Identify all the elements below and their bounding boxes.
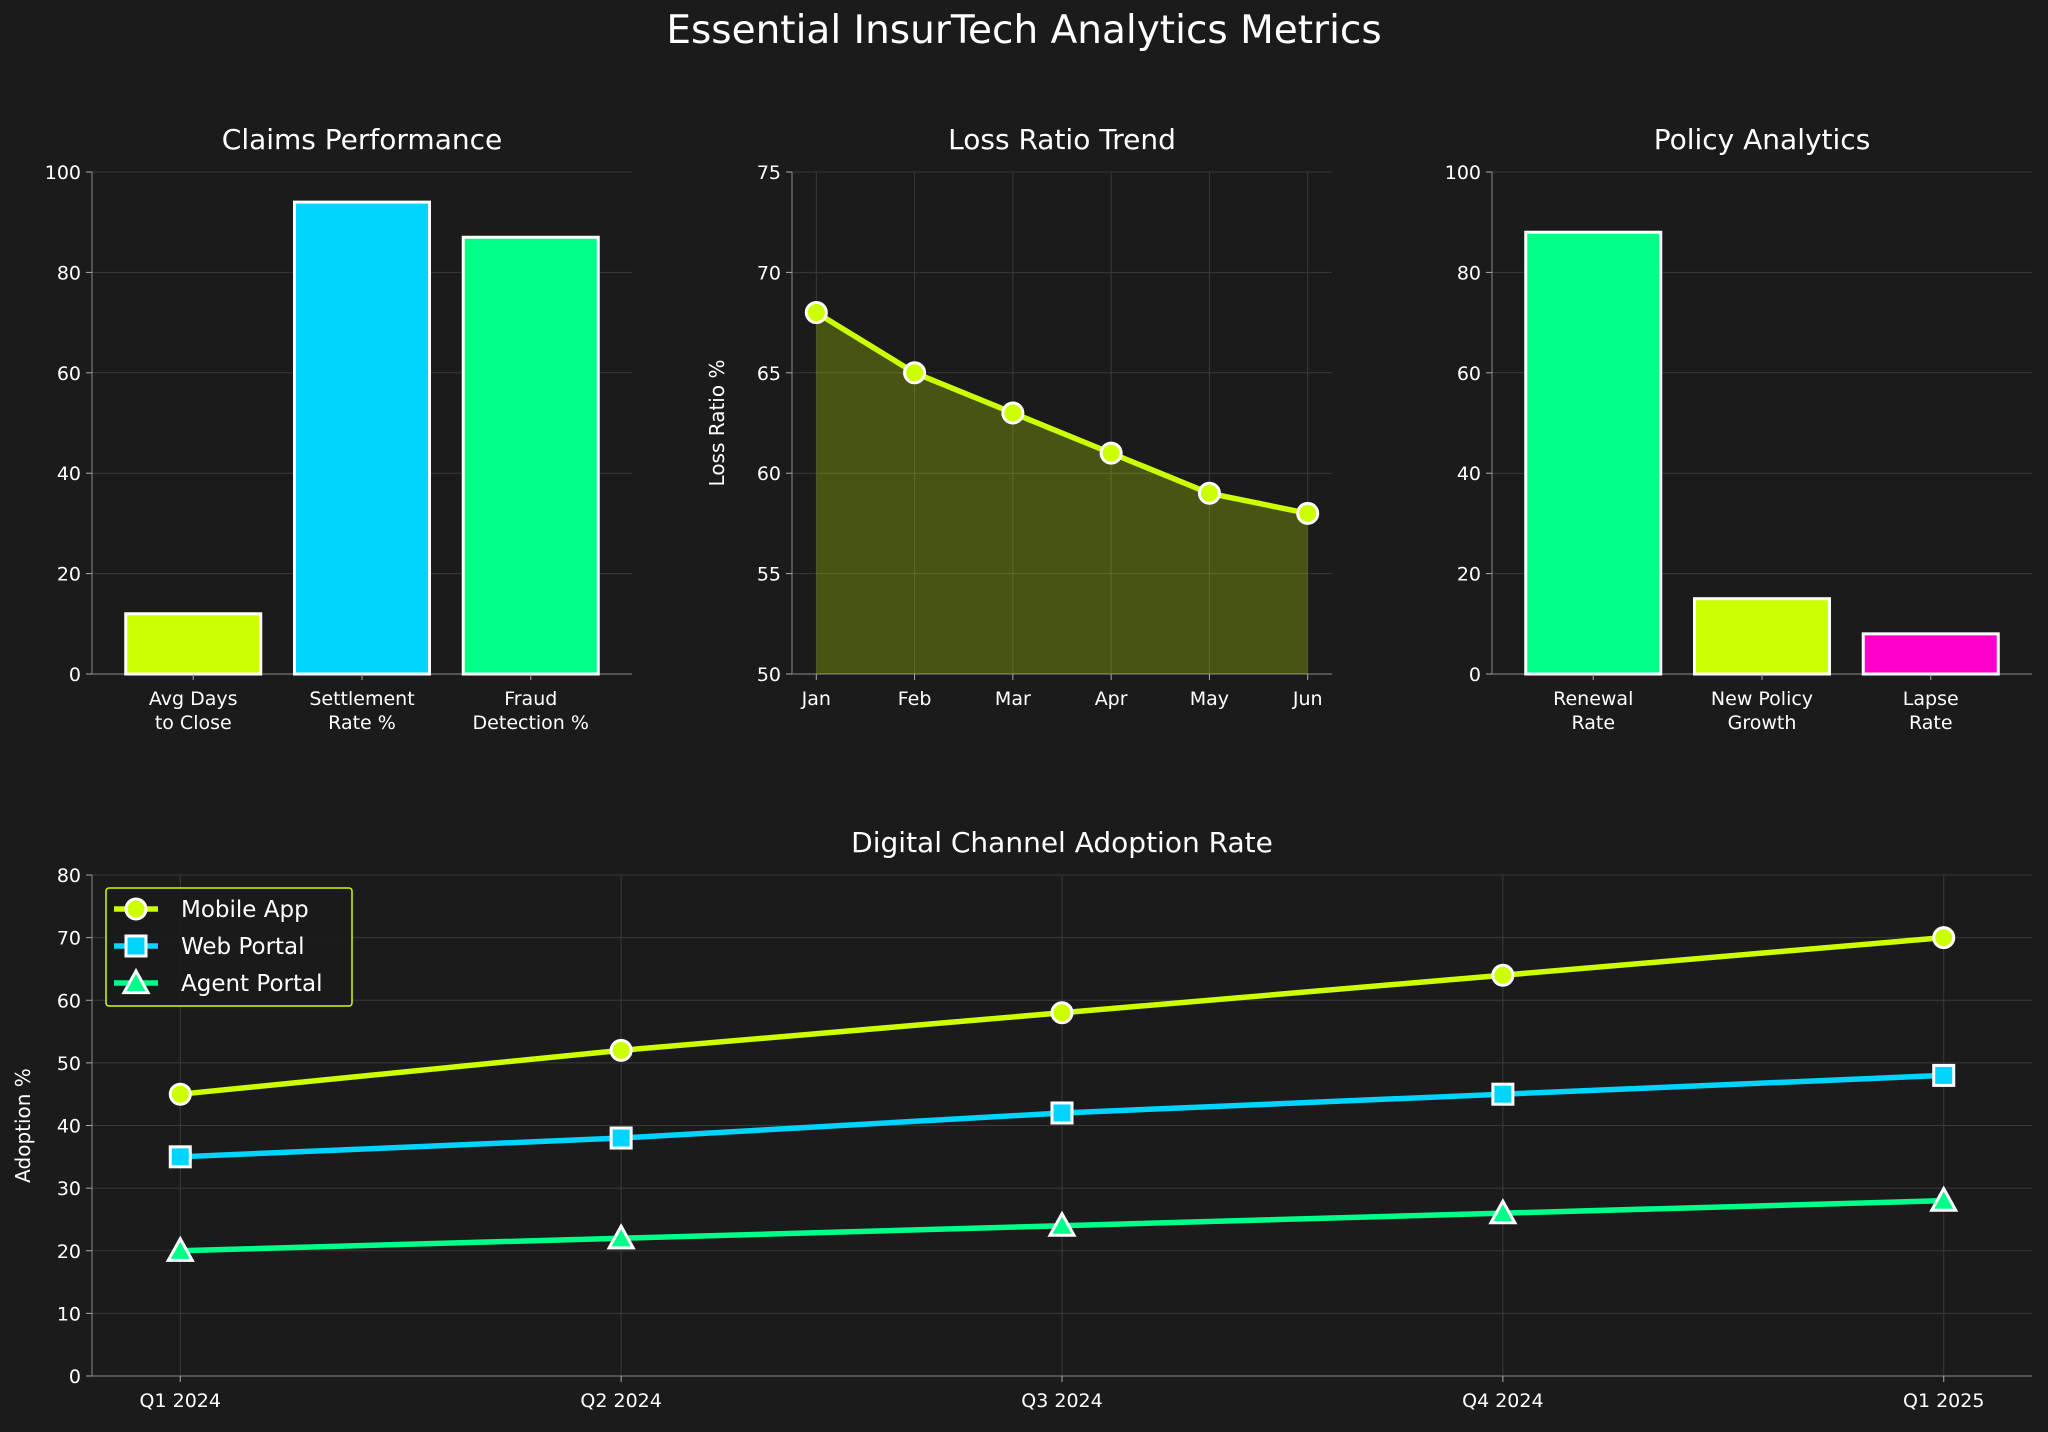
point-web-portal-q4-2024 (1491, 1082, 1515, 1106)
y-tick-label: 0 (1469, 664, 1481, 686)
y-tick-label: 70 (757, 262, 781, 284)
y-tick-label: 80 (57, 865, 81, 887)
legend-item-agent-portal: Agent Portal (114, 967, 322, 997)
point-web-portal-q1-2024 (168, 1145, 192, 1169)
x-tick-label: Q3 2024 (1021, 1390, 1102, 1412)
y-tick-label: 0 (69, 664, 81, 686)
y-axis-title: Loss Ratio % (705, 360, 729, 487)
legend-label: Mobile App (181, 897, 309, 923)
y-axis-title: Adoption % (11, 1068, 35, 1183)
x-tick-label: Avg Days to Close (149, 688, 238, 734)
y-tick-label: 40 (1457, 463, 1481, 485)
claims-performance-chart: 0 20 40 60 80 100 Claims Performance Avg Days to… (45, 123, 632, 734)
chart-title: Loss Ratio Trend (948, 123, 1176, 156)
legend-marker (121, 967, 151, 995)
y-tick-label: 80 (1457, 262, 1481, 284)
data-point-jun (1296, 501, 1320, 525)
y-tick-label: 55 (757, 564, 781, 586)
y-tick-label: 20 (1457, 564, 1481, 586)
loss-ratio-line (814, 310, 1309, 517)
y-tick-label: 30 (57, 1178, 81, 1200)
x-tick-label: Jan (801, 688, 831, 710)
x-tick-label: Lapse Rate (1903, 688, 1959, 734)
legend-marker (124, 934, 148, 958)
y-tick-label: 75 (757, 162, 781, 184)
point-mobile-app-q1-2025 (1932, 926, 1956, 950)
y-tick-label: 10 (57, 1303, 81, 1325)
x-tick-label: Mar (995, 688, 1031, 710)
y-tick-label: 0 (69, 1366, 81, 1388)
point-web-portal-q2-2024 (609, 1126, 633, 1150)
series-mobile-app (168, 926, 1956, 1106)
y-tick-label: 80 (57, 262, 81, 284)
y-tick-label: 20 (57, 564, 81, 586)
x-tick-label: Feb (898, 688, 932, 710)
bar-renewal-rate (1524, 230, 1663, 676)
y-tick-label: 65 (757, 363, 781, 385)
x-tick-label: Apr (1095, 688, 1128, 710)
legend-item-web-portal: Web Portal (114, 934, 305, 960)
data-point-mar (1001, 401, 1025, 425)
y-tick-label: 60 (57, 363, 81, 385)
digital-channel-adoption-chart: 0 10 20 30 40 50 60 70 80 Digital Channel Adoptio… (11, 826, 2032, 1412)
series-agent-portal (165, 1185, 1959, 1262)
point-mobile-app-q1-2024 (168, 1082, 192, 1106)
x-tick-label: Q1 2024 (140, 1390, 221, 1412)
point-web-portal-q3-2024 (1050, 1101, 1074, 1125)
policy-analytics-chart: 0 20 40 60 80 100 Policy Analytics Renewal Rate N… (1445, 123, 2032, 734)
legend-marker (124, 897, 148, 921)
x-tick-label: New Policy Growth (1711, 688, 1813, 734)
point-agent-portal-q4-2024 (1488, 1198, 1518, 1225)
point-agent-portal-q3-2024 (1047, 1210, 1077, 1237)
y-tick-label: 60 (57, 990, 81, 1012)
data-point-feb (903, 361, 927, 385)
area-fill (816, 312, 1308, 674)
point-agent-portal-q2-2024 (606, 1223, 636, 1250)
x-tick-label: Q1 2025 (1903, 1390, 1984, 1412)
point-agent-portal-q1-2024 (165, 1235, 195, 1262)
y-tick-label: 40 (57, 463, 81, 485)
y-tick-label: 40 (57, 1116, 81, 1138)
y-tick-label: 100 (45, 162, 81, 184)
legend-label: Web Portal (181, 934, 305, 960)
x-tick-label: Renewal Rate (1553, 688, 1633, 734)
y-tick-label: 70 (57, 928, 81, 950)
y-tick-label: 50 (757, 664, 781, 686)
bar-avg-days-to-close (124, 612, 263, 676)
data-point-apr (1099, 441, 1123, 465)
series-web-portal (168, 1063, 1956, 1169)
loss-ratio-trend-chart: 50 55 60 65 70 75 Loss Ratio Trend Loss Ratio %… (705, 123, 1332, 710)
legend-item-mobile-app: Mobile App (114, 897, 309, 923)
data-point-may (1197, 481, 1221, 505)
x-tick-label: May (1190, 688, 1229, 710)
point-mobile-app-q2-2024 (609, 1038, 633, 1062)
chart-title: Claims Performance (222, 123, 502, 156)
legend-label: Agent Portal (181, 971, 322, 997)
y-tick-label: 20 (57, 1241, 81, 1263)
bar-settlement-rate (293, 200, 431, 676)
figure-title: Essential InsurTech Analytics Metrics (666, 8, 1381, 53)
x-tick-label: Q2 2024 (580, 1390, 661, 1412)
x-tick-label: Fraud Detection % (473, 688, 589, 734)
point-mobile-app-q3-2024 (1050, 1001, 1074, 1025)
bar-new-policy-growth (1693, 597, 1831, 676)
legend-box (105, 887, 353, 1007)
x-tick-label: Settlement Rate % (309, 688, 414, 734)
point-mobile-app-q4-2024 (1491, 963, 1515, 987)
x-tick-label: Q4 2024 (1462, 1390, 1543, 1412)
bar-lapse-rate (1861, 632, 2000, 676)
point-agent-portal-q1-2025 (1929, 1185, 1959, 1212)
y-tick-label: 100 (1445, 162, 1481, 184)
chart-title: Policy Analytics (1654, 123, 1871, 156)
y-tick-label: 60 (1457, 363, 1481, 385)
y-tick-label: 50 (57, 1053, 81, 1075)
bar-fraud-detection (461, 235, 600, 676)
legend: Mobile App Web Portal Agent Portal (105, 887, 353, 1007)
data-point-jan (804, 301, 828, 325)
y-tick-label: 60 (757, 463, 781, 485)
x-tick-label: Jun (1292, 688, 1323, 710)
point-web-portal-q1-2025 (1932, 1063, 1956, 1087)
chart-title: Digital Channel Adoption Rate (851, 826, 1273, 859)
